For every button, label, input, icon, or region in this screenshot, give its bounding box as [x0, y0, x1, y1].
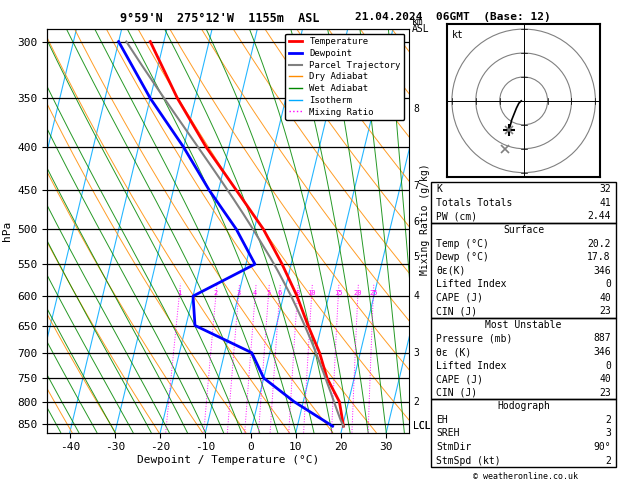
- Text: 23: 23: [599, 306, 611, 316]
- Text: 346: 346: [593, 347, 611, 357]
- Text: 20.2: 20.2: [587, 239, 611, 248]
- Text: Pressure (mb): Pressure (mb): [437, 333, 513, 344]
- Text: 6: 6: [277, 291, 282, 296]
- Text: LCL: LCL: [413, 421, 431, 431]
- Text: CAPE (J): CAPE (J): [437, 293, 484, 303]
- Text: Lifted Index: Lifted Index: [437, 361, 507, 371]
- Text: CIN (J): CIN (J): [437, 306, 477, 316]
- Text: 40: 40: [599, 293, 611, 303]
- Text: 0: 0: [605, 279, 611, 289]
- Text: 2: 2: [214, 291, 218, 296]
- Text: 4: 4: [253, 291, 257, 296]
- Text: 2: 2: [605, 415, 611, 425]
- Text: StmDir: StmDir: [437, 442, 472, 452]
- Text: 5: 5: [266, 291, 270, 296]
- Text: Surface: Surface: [503, 225, 544, 235]
- Text: 2: 2: [605, 455, 611, 466]
- Text: 346: 346: [593, 266, 611, 276]
- Text: 2.44: 2.44: [587, 211, 611, 222]
- Text: 3: 3: [237, 291, 240, 296]
- Bar: [431, 318, 616, 399]
- Text: 3: 3: [605, 429, 611, 438]
- Bar: [431, 399, 616, 467]
- Text: kt: kt: [452, 31, 464, 40]
- Text: 0: 0: [605, 361, 611, 371]
- Text: Hodograph: Hodograph: [497, 401, 550, 411]
- Text: 5: 5: [413, 252, 419, 262]
- Text: 1: 1: [177, 291, 181, 296]
- Text: K: K: [437, 184, 442, 194]
- Text: SREH: SREH: [437, 429, 460, 438]
- Text: 8: 8: [413, 104, 419, 114]
- Text: 10: 10: [308, 291, 316, 296]
- Text: km: km: [412, 17, 424, 27]
- Text: © weatheronline.co.uk: © weatheronline.co.uk: [473, 472, 577, 481]
- Text: 21.04.2024  06GMT  (Base: 12): 21.04.2024 06GMT (Base: 12): [355, 12, 551, 22]
- Text: LCL: LCL: [413, 421, 431, 431]
- Text: 15: 15: [334, 291, 342, 296]
- Text: 40: 40: [599, 374, 611, 384]
- Text: 41: 41: [599, 198, 611, 208]
- Text: 4: 4: [413, 291, 419, 301]
- Text: ASL: ASL: [412, 24, 430, 35]
- Bar: [431, 223, 616, 318]
- Text: 6: 6: [413, 217, 419, 227]
- Text: 9°59'N  275°12'W  1155m  ASL: 9°59'N 275°12'W 1155m ASL: [120, 12, 320, 25]
- Legend: Temperature, Dewpoint, Parcel Trajectory, Dry Adiabat, Wet Adiabat, Isotherm, Mi: Temperature, Dewpoint, Parcel Trajectory…: [285, 34, 404, 120]
- Text: CIN (J): CIN (J): [437, 388, 477, 398]
- Text: Totals Totals: Totals Totals: [437, 198, 513, 208]
- Text: θε(K): θε(K): [437, 266, 466, 276]
- Text: 90°: 90°: [593, 442, 611, 452]
- Text: 25: 25: [369, 291, 377, 296]
- Y-axis label: hPa: hPa: [2, 221, 12, 241]
- Text: 20: 20: [353, 291, 362, 296]
- Text: 887: 887: [593, 333, 611, 344]
- Text: 17.8: 17.8: [587, 252, 611, 262]
- Text: PW (cm): PW (cm): [437, 211, 477, 222]
- X-axis label: Dewpoint / Temperature (°C): Dewpoint / Temperature (°C): [137, 455, 319, 465]
- Text: Most Unstable: Most Unstable: [486, 320, 562, 330]
- Text: Temp (°C): Temp (°C): [437, 239, 489, 248]
- Text: Mixing Ratio (g/kg): Mixing Ratio (g/kg): [420, 163, 430, 275]
- Text: CAPE (J): CAPE (J): [437, 374, 484, 384]
- Text: EH: EH: [437, 415, 448, 425]
- Text: θε (K): θε (K): [437, 347, 472, 357]
- Bar: [431, 182, 616, 223]
- Text: 7: 7: [413, 181, 419, 191]
- Text: 8: 8: [295, 291, 299, 296]
- Text: 2: 2: [413, 397, 419, 407]
- Text: 23: 23: [599, 388, 611, 398]
- Text: 3: 3: [413, 347, 419, 358]
- Text: StmSpd (kt): StmSpd (kt): [437, 455, 501, 466]
- Text: Dewp (°C): Dewp (°C): [437, 252, 489, 262]
- Text: Lifted Index: Lifted Index: [437, 279, 507, 289]
- Text: 32: 32: [599, 184, 611, 194]
